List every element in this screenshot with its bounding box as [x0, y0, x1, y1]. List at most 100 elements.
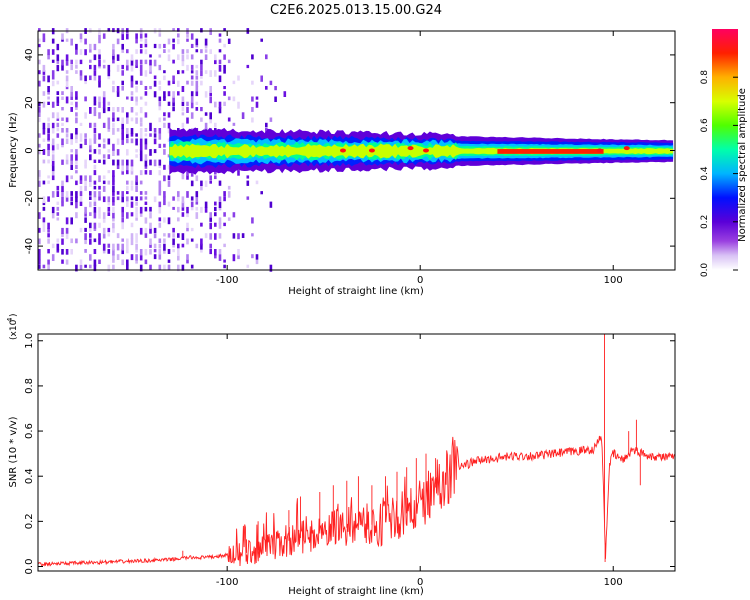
snr-y-tick-label: 0.4	[24, 468, 35, 484]
spectrogram-cell	[61, 138, 64, 145]
spectrogram-cell	[255, 96, 259, 100]
spectrogram-cell	[93, 138, 97, 144]
spectrogram-cell	[112, 175, 115, 182]
spectrogram-cell	[42, 64, 46, 72]
spectrogram-cell	[260, 75, 263, 82]
spectrogram-cell	[116, 128, 120, 132]
spectrogram-cell	[51, 206, 55, 214]
spectrogram-cell	[121, 243, 124, 251]
spectrogram-cell	[126, 33, 129, 40]
spectrogram-cell	[56, 217, 60, 221]
spectrogram-cell	[130, 170, 134, 175]
spectrogram-cell	[116, 196, 120, 201]
spectrogram-cell	[190, 180, 194, 187]
spectrogram-cell	[204, 54, 208, 60]
spectrogram-cell	[102, 154, 106, 159]
spectrogram-cell	[149, 249, 152, 255]
spectrogram-cell	[214, 249, 217, 256]
spectrogram-cell	[89, 175, 92, 182]
spectrogram-cell	[121, 206, 124, 213]
spectrogram-panel: -100 0 100 -40 -20 0 20 40 Height of straight …	[8, 28, 676, 297]
spectrogram-cell	[121, 164, 124, 172]
spectrogram-cell	[38, 212, 41, 219]
spectrogram-cell	[144, 38, 148, 44]
colorbar: 0.0 0.2 0.4 0.6 0.8 Normalized spectral ampl…	[700, 29, 748, 277]
spectrogram-cell	[65, 233, 69, 240]
spectrogram-cell	[167, 217, 171, 225]
spectrogram-cell	[195, 206, 199, 211]
spectrogram-cell	[200, 75, 203, 79]
spectrogram-cell	[56, 128, 60, 132]
spectrogram-cell	[167, 180, 171, 187]
spectrogram-cell	[65, 86, 69, 90]
spectrogram-cell	[116, 254, 120, 260]
spectrogram-cell	[84, 238, 87, 245]
spectrogram-cell	[158, 86, 162, 91]
spectrogram-cell	[79, 49, 83, 55]
spectrogram-cell	[181, 212, 185, 217]
spectrogram-cell	[42, 33, 46, 40]
spectrogram-cell	[223, 196, 226, 202]
spectrogram-cell	[102, 185, 106, 192]
spectrogram-cell	[186, 259, 189, 264]
spectrogram-cell	[130, 233, 134, 239]
snr-panel: -100 0 100 0.0 0.2 0.4 0.6 0.8 1.0 Height of st…	[6, 313, 676, 597]
spectrogram-cell	[149, 149, 152, 156]
spectrogram-cell	[75, 43, 78, 50]
spectrogram-cell	[163, 264, 166, 271]
spectrogram-cell	[209, 28, 212, 35]
spectrogram-cell	[144, 249, 148, 256]
spectrogram-cell	[102, 143, 106, 149]
spectrogram-y-tick-label: 40	[24, 49, 35, 62]
spectrogram-cell	[93, 238, 97, 243]
spectrogram-cell	[98, 64, 101, 69]
spectrogram-cell	[79, 122, 83, 126]
spectrogram-cell	[195, 86, 199, 92]
spectrogram-cell	[79, 196, 83, 202]
spectrogram-cell	[112, 112, 115, 118]
spectrogram-cell	[149, 243, 152, 248]
spectrogram-cell	[181, 86, 185, 92]
spectrogram-cell	[112, 43, 115, 49]
spectrogram-cell	[269, 201, 273, 208]
spectrogram-cell	[51, 175, 55, 181]
spectrogram-cell	[121, 33, 124, 40]
spectrogram-cell	[158, 33, 162, 37]
spectrogram-cell	[47, 196, 50, 202]
spectrogram-cell	[79, 133, 83, 139]
spectrogram-cell	[177, 249, 180, 256]
spectrogram-cell	[75, 164, 78, 170]
spectrogram-cell	[107, 70, 111, 77]
spectrogram-cell	[237, 249, 240, 256]
spectrogram-cell	[112, 28, 115, 33]
spectrogram-cell	[93, 133, 97, 140]
spectrogram-cell	[149, 64, 152, 72]
spectrogram-cell	[139, 149, 143, 156]
spectrogram-cell	[84, 217, 87, 223]
spectrogram-cell	[93, 185, 97, 190]
spectrogram-cell	[47, 128, 50, 133]
spectrogram-cell	[93, 206, 97, 213]
spectrogram-cell	[200, 117, 203, 122]
spectrogram-cell	[98, 49, 101, 54]
spectrogram-cell	[186, 64, 189, 71]
spectrogram-cell	[163, 191, 166, 198]
spectrogram-cell	[126, 138, 129, 144]
spectrogram-cell	[51, 170, 55, 176]
spectrogram-cell	[65, 117, 69, 123]
spectrogram-x-tick-label: -100	[216, 275, 239, 286]
spectrogram-cell	[98, 196, 101, 201]
spectrogram-cell	[181, 54, 185, 62]
spectrogram-cell	[167, 91, 171, 97]
spectrogram-cell	[102, 159, 106, 165]
spectrogram-cell	[177, 91, 180, 96]
spectrogram-cell	[126, 96, 129, 100]
spectrogram-cell	[135, 101, 138, 106]
spectrogram-cell	[65, 133, 69, 138]
spectrogram-cell	[135, 149, 138, 153]
spectrogram-cell	[112, 170, 115, 177]
spectrogram-cell	[126, 59, 129, 66]
spectrogram-cell	[42, 264, 46, 269]
spectrogram-cell	[163, 122, 166, 128]
spectrogram-cell	[47, 75, 50, 83]
